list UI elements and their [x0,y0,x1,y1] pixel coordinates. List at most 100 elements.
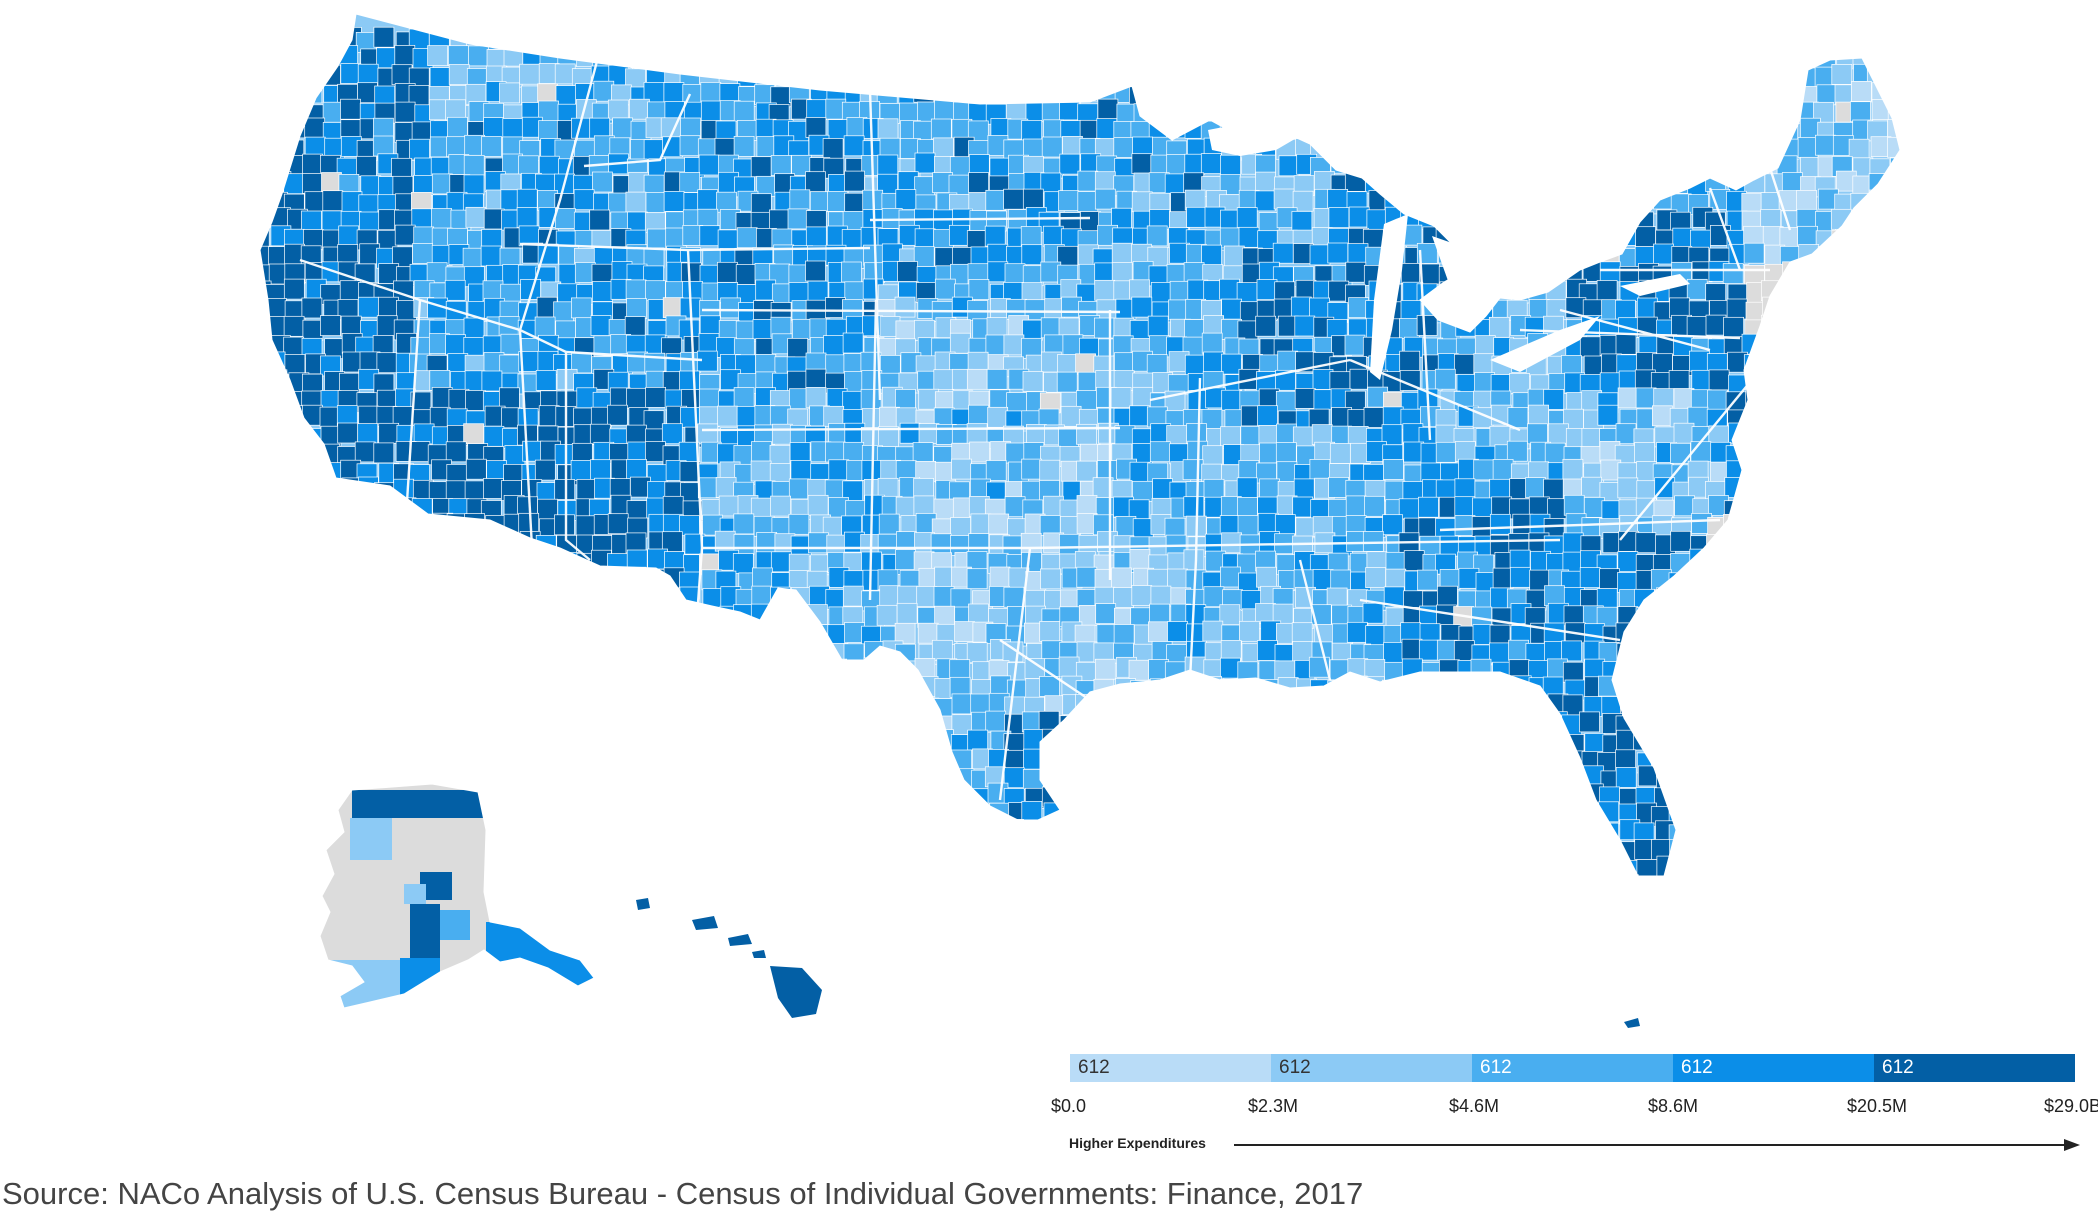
county-cell [1404,31,1425,53]
county-cell [1291,28,1313,50]
county-cell [1796,190,1817,211]
county-cell [467,535,488,557]
county-cell [841,698,862,720]
county-cell [1872,29,1894,51]
county-cell [359,495,381,517]
county-cell [1058,426,1079,448]
county-cell [1565,135,1586,157]
county-cell [1057,354,1078,375]
county-cell [610,787,632,808]
county-cell [1005,84,1027,106]
county-cell [1889,621,1900,643]
county-cell [933,766,954,787]
county-cell [751,585,773,607]
county-cell [1273,855,1295,876]
county-cell [1655,154,1676,175]
county-cell [610,26,632,48]
county-cell [1420,729,1442,751]
county-cell [260,441,273,462]
county-cell [805,260,826,282]
county-cell [1040,568,1061,590]
county-cell [1345,769,1367,791]
county-cell [696,860,718,876]
county-cell [1601,27,1622,48]
county-cell [1831,316,1853,338]
county-cell [1850,192,1872,214]
county-cell [589,873,611,876]
county-cell [1237,497,1258,518]
county-cell [1277,350,1299,372]
county-cell [321,532,343,554]
county-cell [985,334,1007,356]
county-cell [322,730,343,751]
county-cell [989,566,1011,588]
county-cell [756,532,778,553]
county-cell [861,750,882,772]
county-cell [662,785,684,807]
county-cell [1454,478,1476,500]
county-cell [265,533,287,555]
county-cell [394,45,416,66]
county-cell [1656,769,1677,791]
county-cell [1260,823,1282,844]
county-cell [1148,859,1170,876]
county-cell [1453,640,1475,661]
county-cell [1744,693,1765,715]
county-cell [843,643,865,665]
county-cell [260,858,268,876]
county-cell [1292,770,1314,792]
county-cell [1817,246,1839,267]
county-cell [1509,748,1530,770]
county-cell [592,623,614,645]
county-cell [899,422,921,444]
county-cell [1635,66,1657,87]
county-cell [535,838,556,860]
county-cell [1290,49,1312,70]
county-cell [644,748,666,770]
county-cell [826,748,848,770]
county-cell [374,662,395,683]
county-cell [260,302,270,323]
county-cell [355,639,377,661]
county-cell [1740,841,1762,863]
county-cell [1150,872,1172,876]
county-cell [1672,624,1694,645]
county-cell [700,694,721,716]
county-cell [283,81,304,102]
county-cell [321,494,343,516]
county-cell [374,482,395,504]
county-cell [1905,157,1925,177]
county-cell [680,262,702,284]
county-cell [1349,103,1371,125]
county-cell [1724,621,1746,643]
county-cell [1331,752,1353,774]
county-cell [463,767,484,788]
county-cell [1868,226,1890,248]
county-cell [1655,103,1676,124]
county-cell [1668,370,1690,391]
county-cell [750,193,772,215]
county-cell [1705,841,1727,863]
county-cell [318,713,340,734]
county-cell [463,317,485,339]
county-cell [698,154,720,176]
county-cell [1221,99,1243,121]
county-cell [1800,553,1821,575]
county-cell [1561,173,1583,195]
county-cell [756,695,778,717]
county-cell [413,606,435,627]
county-cell [1580,119,1601,140]
county-cell [756,175,778,197]
county-cell [1439,659,1460,681]
county-cell [1905,589,1925,609]
county-cell [1278,821,1299,842]
county-cell [629,98,650,120]
county-cell [1830,711,1852,732]
county-cell [1236,207,1258,228]
county-cell [323,514,345,536]
county-cell [337,640,358,662]
county-cell [374,603,395,625]
county-cell [426,262,448,284]
county-cell [1709,608,1730,629]
county-cell [1328,207,1350,228]
